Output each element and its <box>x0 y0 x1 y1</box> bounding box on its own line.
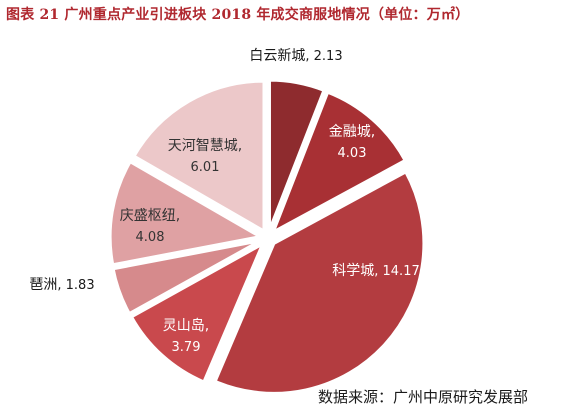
slice-category-6: 庆盛枢纽, <box>120 208 180 224</box>
source-note: 数据来源：广州中原研究发展部 <box>318 388 529 406</box>
slice-label-6: 庆盛枢纽, 4.08 <box>120 208 180 245</box>
pie-slice-1 <box>267 78 326 231</box>
slice-category-2: 金融城, <box>329 124 375 140</box>
slice-value-3: , 14.17 <box>374 264 419 279</box>
slice-label-7: 天河智慧城, 6.01 <box>168 138 242 175</box>
slice-category-3: 科学城 <box>332 263 374 279</box>
slice-label-2: 金融城, 4.03 <box>329 124 375 161</box>
slice-value-4: 3.79 <box>172 340 201 355</box>
pie-slices <box>108 78 426 395</box>
pie-slice-2 <box>270 90 408 236</box>
slice-category-1: 白云新城 <box>249 48 305 64</box>
slice-value-5: , 1.83 <box>57 278 94 293</box>
slice-value-1: , 2.13 <box>305 49 342 64</box>
slice-label-5: 琶洲, 1.83 <box>29 277 94 293</box>
pie-slice-5 <box>111 239 262 316</box>
slice-label-4: 灵山岛, 3.79 <box>163 318 209 355</box>
slice-category-5: 琶洲 <box>29 277 57 293</box>
slice-category-7: 天河智慧城, <box>168 138 242 154</box>
slice-value-2: 4.03 <box>338 146 367 161</box>
slice-label-3: 科学城, 14.17 <box>332 263 419 279</box>
pie-slice-7 <box>132 79 266 234</box>
slice-value-6: 4.08 <box>136 230 165 245</box>
slice-value-7: 6.01 <box>191 160 220 175</box>
pie-slice-3 <box>213 169 426 395</box>
pie-slice-4 <box>129 240 266 384</box>
slice-label-1: 白云新城, 2.13 <box>249 48 342 64</box>
chart-title: 图表 21 广州重点产业引进板块 2018 年成交商服地情况（单位：万㎡） <box>6 7 470 23</box>
pie-slice-6 <box>108 159 265 267</box>
slice-category-4: 灵山岛, <box>163 318 209 334</box>
